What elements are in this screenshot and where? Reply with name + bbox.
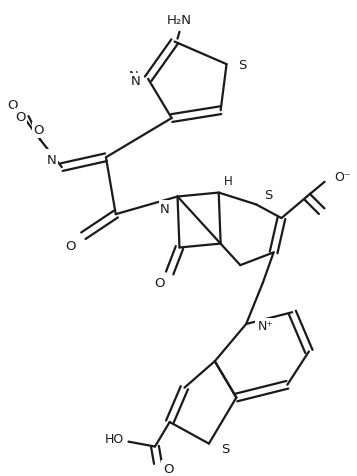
Text: O: O [7,99,18,111]
Text: N: N [47,153,57,167]
Text: N: N [160,202,170,215]
Text: O: O [65,239,76,252]
Text: O⁻: O⁻ [335,171,351,184]
Text: H₂N: H₂N [167,17,192,30]
Text: N⁺: N⁺ [256,320,272,333]
Text: H₂N: H₂N [167,14,192,28]
Text: O: O [154,277,165,290]
Text: N: N [131,75,140,88]
Text: HO: HO [104,432,124,445]
Text: O: O [163,462,173,475]
Text: S: S [238,59,247,71]
Text: O: O [15,110,26,123]
Text: S: S [238,56,247,69]
Text: O⁻: O⁻ [335,171,351,184]
Text: N: N [47,151,57,164]
Text: N: N [162,202,172,215]
Text: O: O [154,277,165,290]
Text: O: O [65,239,76,252]
Text: N: N [129,70,138,83]
Text: H: H [223,175,232,188]
Text: S: S [264,188,272,202]
Text: S: S [221,442,229,455]
Text: N⁺: N⁺ [258,320,274,333]
Text: S: S [264,188,272,202]
Text: O: O [33,124,44,137]
Text: S: S [221,442,229,455]
Text: H: H [223,175,232,188]
Text: O: O [15,110,26,123]
